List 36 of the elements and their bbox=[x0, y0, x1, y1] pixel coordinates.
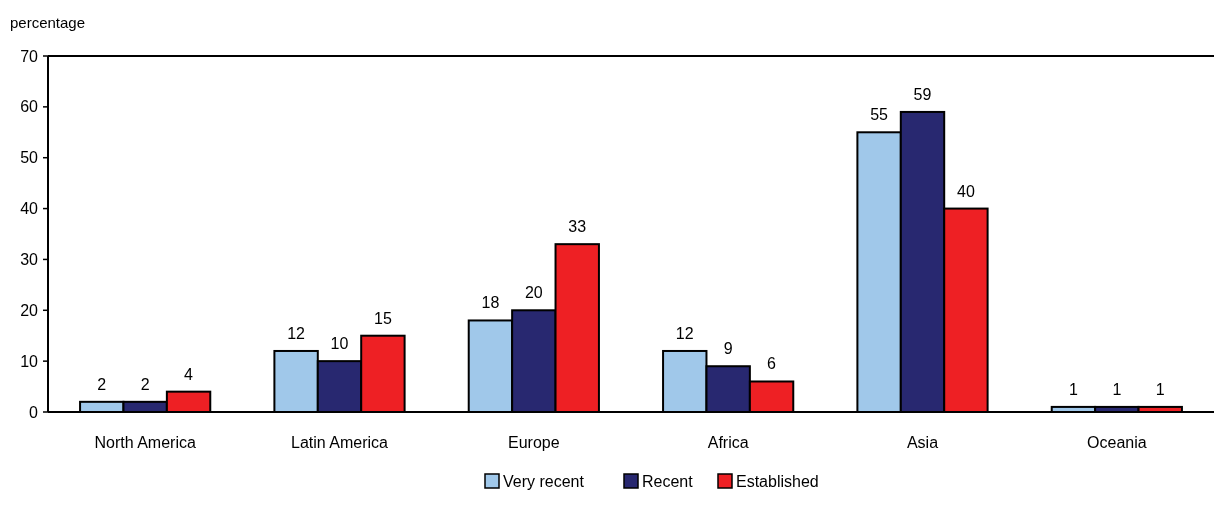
y-tick-label: 40 bbox=[20, 200, 39, 218]
y-tick-label: 10 bbox=[20, 352, 39, 370]
data-label: 1 bbox=[1112, 380, 1122, 398]
y-axis-title: percentage bbox=[10, 14, 86, 31]
data-label: 15 bbox=[374, 309, 392, 327]
legend-label: Recent bbox=[642, 473, 694, 490]
data-label: 12 bbox=[675, 324, 694, 342]
y-tick-label: 50 bbox=[20, 149, 39, 167]
x-tick-label: Oceania bbox=[1087, 434, 1147, 451]
data-label: 59 bbox=[913, 85, 932, 103]
data-label: 6 bbox=[767, 355, 777, 373]
x-tick-label: North America bbox=[94, 434, 196, 451]
data-label: 18 bbox=[481, 294, 500, 312]
data-label: 9 bbox=[723, 340, 733, 358]
data-label: 55 bbox=[870, 106, 889, 124]
data-label: 2 bbox=[140, 375, 150, 393]
data-label: 2 bbox=[97, 375, 107, 393]
x-tick-label: Europe bbox=[508, 434, 560, 451]
data-label: 40 bbox=[957, 182, 975, 200]
data-label: 33 bbox=[568, 218, 587, 236]
y-tick-label: 0 bbox=[29, 403, 39, 421]
x-tick-label: Africa bbox=[707, 434, 749, 451]
legend-label: Established bbox=[736, 473, 819, 490]
data-label: 1 bbox=[1068, 380, 1078, 398]
x-tick-label: Asia bbox=[906, 434, 939, 451]
x-tick-label: Latin America bbox=[291, 434, 389, 451]
y-tick-label: 20 bbox=[20, 301, 39, 319]
y-tick-label: 60 bbox=[20, 98, 39, 116]
data-label: 10 bbox=[330, 335, 349, 353]
data-label: 12 bbox=[287, 324, 306, 342]
y-tick-label: 70 bbox=[20, 47, 39, 65]
data-label: 20 bbox=[524, 284, 543, 302]
legend-label: Very recent bbox=[503, 473, 585, 490]
y-tick-label: 30 bbox=[20, 251, 39, 269]
data-label: 1 bbox=[1155, 380, 1165, 398]
data-label: 4 bbox=[184, 365, 194, 383]
